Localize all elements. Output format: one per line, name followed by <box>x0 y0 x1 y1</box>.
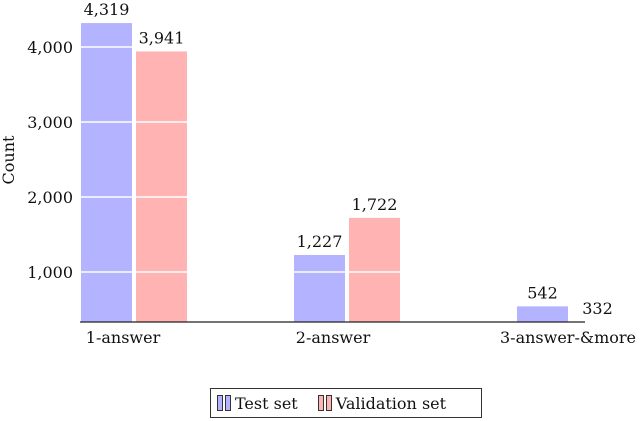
bar <box>136 51 187 323</box>
bar <box>294 254 345 322</box>
value-label: 1,227 <box>297 232 343 251</box>
legend-swatch-test-set-icon <box>225 395 231 411</box>
value-label: 3,941 <box>139 28 185 47</box>
y-tick-label: 2,000 <box>27 188 73 207</box>
value-label: 542 <box>527 283 558 302</box>
x-category-label: 3-answer-&more <box>500 328 636 347</box>
x-category-label: 2-answer <box>296 328 371 347</box>
bar <box>81 23 132 322</box>
legend-label: Validation set <box>335 393 447 413</box>
legend-item-validation-set: Validation set <box>317 393 447 413</box>
legend-swatch-test-set-icon <box>217 395 223 411</box>
legend-swatch-validation-set-icon <box>317 395 324 411</box>
y-tick-label: 1,000 <box>27 263 73 282</box>
bar <box>517 306 568 322</box>
x-category-label: 1-answer <box>86 328 161 347</box>
legend: Test set Validation set <box>210 388 482 418</box>
y-tick-label: 3,000 <box>27 113 73 132</box>
legend-item-test-set: Test set <box>217 394 298 413</box>
value-label: 4,319 <box>84 0 130 19</box>
legend-label: Test set <box>235 393 298 413</box>
y-tick-label: 4,000 <box>27 38 73 57</box>
bar <box>349 217 400 322</box>
legend-swatch-validation-set-icon <box>325 395 332 411</box>
y-axis-label: Count <box>0 135 18 184</box>
value-label: 1,722 <box>352 195 398 214</box>
value-label: 332 <box>582 299 613 318</box>
